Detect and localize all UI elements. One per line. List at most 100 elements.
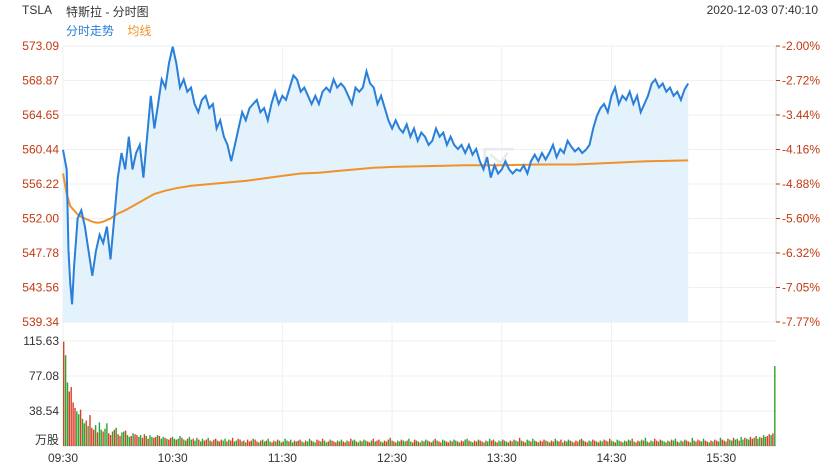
volume-bar [261,439,264,446]
volume-bar [320,441,322,446]
volume-bar [344,442,346,446]
volume-bar [428,441,431,446]
volume-bar [348,441,350,446]
volume-bar [449,440,451,446]
pct-tick-label: -7.77% [782,315,820,329]
avg-line [62,159,689,224]
volume-bar [616,439,618,446]
volume-bar [505,441,508,446]
volume-bar [592,439,594,446]
volume-bar [524,442,527,446]
volume-bar [522,441,525,446]
volume-bar [770,435,772,446]
volume-bar [620,441,622,446]
pct-tick-label: -2.72% [782,74,820,88]
volume-bar [500,441,502,446]
volume-bar [186,438,189,446]
volume-bar [308,438,311,446]
volume-bar [87,426,89,446]
volume-bar [518,437,521,446]
volume-bar [594,440,596,446]
volume-bar [391,440,393,446]
volume-bar [586,442,588,446]
volume-bar [126,435,129,446]
volume-bar [252,438,254,446]
volume-bar [541,441,543,446]
volume-bar [503,440,506,446]
volume-bar [367,441,369,446]
volume-bar [618,440,620,446]
volume-bar [543,439,545,446]
volume-bar [248,441,251,446]
volume-bar [173,438,176,446]
volume-bar [85,420,87,446]
volume-bar [123,431,125,446]
volume-bar [340,439,343,446]
volume-bar [719,437,722,446]
pct-tick-label: -2.00% [782,39,820,53]
volume-bar [635,442,637,446]
volume-bar [169,437,172,446]
volume-bar [637,440,639,446]
volume-bar [258,442,260,446]
volume-bar [706,441,709,446]
pct-tick-label: -7.05% [782,281,820,295]
volume-bar [211,441,213,446]
volume-bar [237,438,239,446]
volume-bar [528,440,530,446]
volume-bar [552,441,555,446]
volume-bar [297,440,299,446]
volume-bar [374,441,376,446]
volume-bar [78,414,80,446]
volume-bar [393,441,395,446]
volume-bar [233,441,236,446]
volume-bar [177,438,179,446]
pct-tick-label: -4.88% [782,177,820,191]
volume-bar [567,439,570,446]
volume-bar [485,440,487,446]
volume-bar [230,440,232,446]
volume-bar [496,442,498,446]
volume-bar [714,439,716,446]
volume-bar [398,441,401,446]
volume-bar [224,438,226,446]
volume-bar [732,437,735,446]
volume-bar [691,437,694,446]
volume-bar [700,441,703,446]
volume-bar [537,442,540,446]
volume-bar [325,442,328,446]
volume-bar [457,441,459,446]
volume-bar [181,437,183,446]
volume-bar [622,442,624,446]
volume-bar [201,438,204,446]
volume-bar [63,341,65,446]
volume-bar [183,439,185,446]
volume-bar [194,440,196,446]
volume-bar [295,441,298,446]
volume-bar [744,437,746,446]
volume-bar [303,442,305,446]
volume-bar [280,442,283,446]
volume-bar [590,441,592,446]
volume-bar [147,438,149,446]
volume-bar [216,440,219,446]
volume-bar [290,439,292,446]
volume-bar [355,441,358,446]
volume-bar [130,436,132,446]
volume-bar [117,434,119,446]
volume-bar [462,441,465,446]
volume-bar [185,440,187,446]
volume-bar [96,432,99,446]
volume-bar [761,437,763,446]
volume-bar [755,436,757,446]
volume-bar [669,441,671,446]
volume-bar [93,429,95,446]
volume-bar [684,439,686,446]
volume-bar [153,437,155,446]
volume-bar [768,434,770,446]
volume-bar [293,440,296,446]
volume-bar [312,441,314,446]
volume-bar [659,439,662,446]
volume-bar [108,433,110,446]
volume-bar [663,441,665,446]
